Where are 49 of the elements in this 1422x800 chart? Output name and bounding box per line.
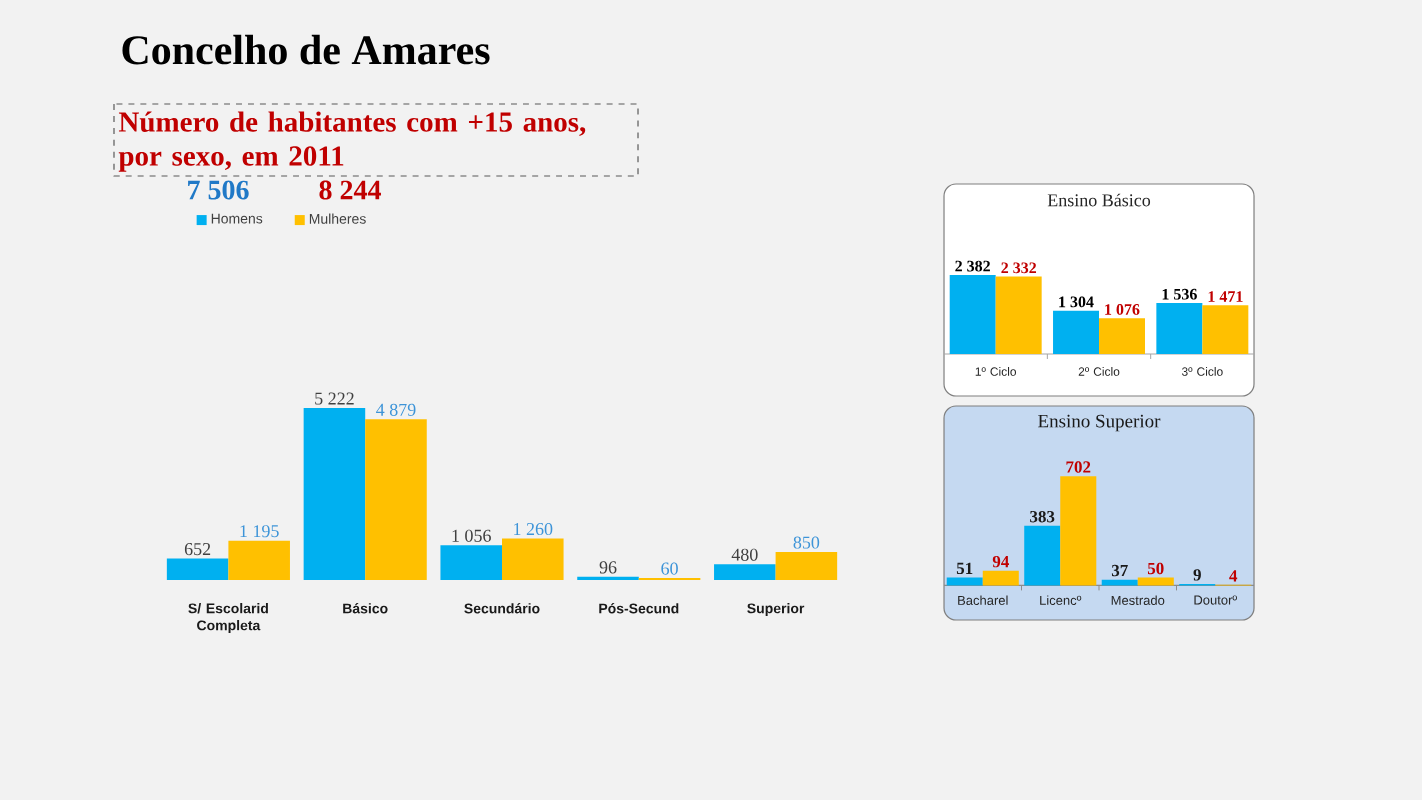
bar <box>1156 303 1203 354</box>
data-label: 2 332 <box>1001 262 1037 274</box>
data-label: 1 304 <box>1059 296 1094 308</box>
bar <box>982 570 1019 586</box>
data-label: 1 195 <box>240 525 279 538</box>
data-label: 652 <box>184 543 211 556</box>
chart-title: Concelho de Amares <box>122 34 490 65</box>
bar <box>1202 305 1249 354</box>
bar <box>714 564 776 580</box>
data-label: 480 <box>731 548 758 561</box>
data-label: 37 <box>1111 564 1128 577</box>
data-label: 1 536 <box>1162 288 1197 300</box>
data-label: 50 <box>1147 562 1164 575</box>
text: 8 244 <box>319 180 381 200</box>
data-label: 4 879 <box>376 403 416 416</box>
bar <box>946 577 983 586</box>
data-label: 5 222 <box>315 392 354 405</box>
data-label: 850 <box>793 536 820 549</box>
data-label: 96 <box>599 561 617 574</box>
data-label: 9 <box>1193 569 1201 581</box>
bar <box>949 274 996 354</box>
data-label: 1 056 <box>452 529 491 542</box>
data-label: 94 <box>992 555 1010 568</box>
text: 7 506 <box>188 180 249 200</box>
chart-title: Ensino Básico <box>1047 193 1151 207</box>
bar <box>1060 476 1097 586</box>
bar <box>1137 577 1174 586</box>
bar <box>1053 310 1100 354</box>
bar <box>303 407 366 580</box>
bar <box>502 538 564 580</box>
data-label: 2 382 <box>955 260 990 272</box>
bar <box>166 558 229 580</box>
data-label: 383 <box>1030 510 1055 523</box>
bar <box>365 419 427 580</box>
chart-title: Ensino Superior <box>1038 414 1161 432</box>
bar <box>1099 318 1145 354</box>
data-label: 4 <box>1229 570 1238 582</box>
data-label: 1 076 <box>1105 304 1140 315</box>
data-label: 51 <box>956 562 973 575</box>
bar <box>995 276 1042 354</box>
data-label: 1 260 <box>514 522 553 536</box>
data-label: 702 <box>1066 461 1091 473</box>
data-label: 60 <box>661 562 678 575</box>
bar <box>1024 525 1061 586</box>
data-label: 1 471 <box>1208 291 1243 302</box>
bar <box>440 545 502 580</box>
chart-subtitle: Número de habitantes com +15 anos, por sexo, em 2011 <box>118 111 586 172</box>
bar <box>775 552 838 580</box>
bar <box>228 540 290 580</box>
